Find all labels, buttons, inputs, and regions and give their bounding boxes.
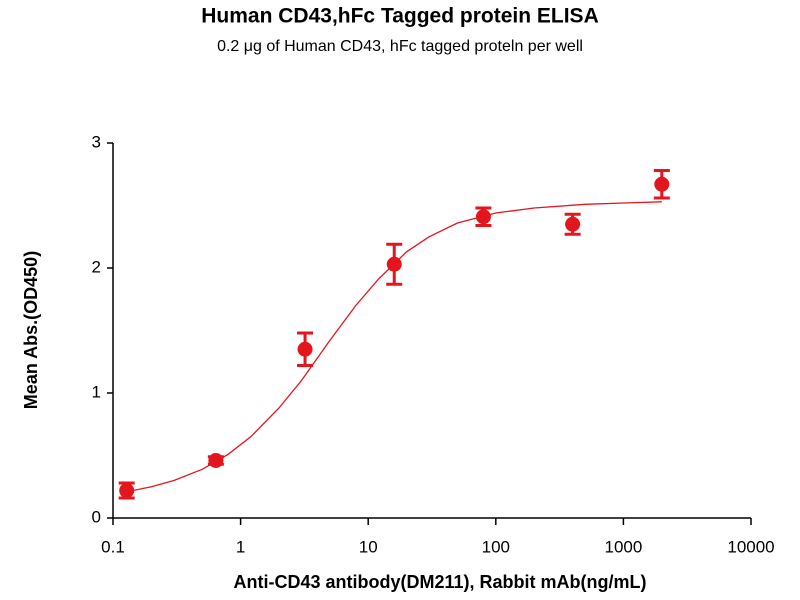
x-tick-label: 10000 xyxy=(727,537,774,556)
x-tick-label: 0.1 xyxy=(101,537,125,556)
x-tick-label: 1 xyxy=(236,537,245,556)
data-point xyxy=(475,209,491,225)
y-tick-label: 2 xyxy=(92,257,101,276)
x-tick-label: 1000 xyxy=(604,537,642,556)
y-tick-label: 0 xyxy=(92,507,101,526)
data-point xyxy=(119,483,135,498)
data-point xyxy=(208,453,224,468)
y-tick-label: 3 xyxy=(92,132,101,151)
x-tick-label: 10 xyxy=(359,537,378,556)
data-point xyxy=(565,216,581,232)
chart-subtitle: 0.2 μg of Human CD43, hFc tagged proteln… xyxy=(217,38,583,55)
x-tick-label: 100 xyxy=(482,537,510,556)
fit-curve xyxy=(126,201,662,493)
x-axis-label: Anti-CD43 antibody(DM211), Rabbit mAb(ng… xyxy=(234,572,647,592)
data-point xyxy=(654,176,670,192)
data-point xyxy=(386,256,402,272)
chart-title: Human CD43,hFc Tagged protein ELISA xyxy=(201,5,598,28)
y-tick-label: 1 xyxy=(92,382,101,401)
data-point xyxy=(297,341,313,357)
y-axis-label: Mean Abs.(OD450) xyxy=(21,251,41,409)
